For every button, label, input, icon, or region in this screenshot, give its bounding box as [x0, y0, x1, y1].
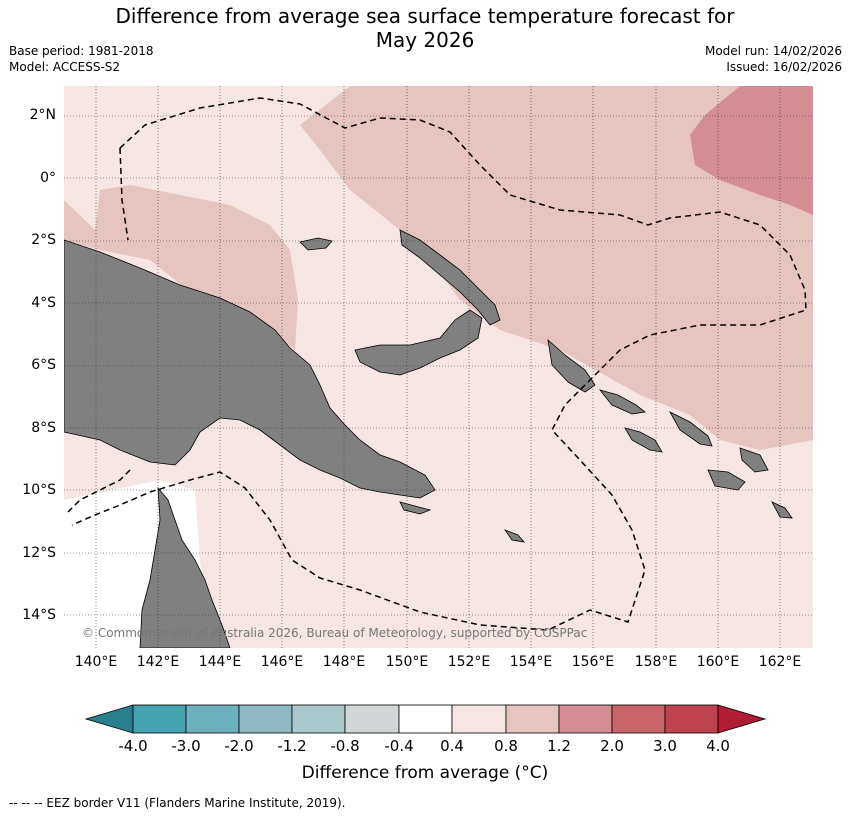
eez-png — [71, 97, 807, 631]
model-name: Model: ACCESS-S2 — [9, 60, 121, 74]
lat-label: 14°S — [22, 607, 56, 623]
colorbar-tick-label: -0.4 — [384, 737, 414, 755]
colorbar-tick-label: 0.4 — [440, 737, 464, 755]
colorbar-tick-label: 3.0 — [653, 737, 677, 755]
lat-label: 12°S — [22, 545, 56, 561]
colorbar-swatch — [451, 704, 507, 734]
colorbar-tick-label: -3.0 — [171, 737, 201, 755]
lon-label: 142°E — [136, 654, 180, 670]
colorbar-swatch — [558, 704, 613, 734]
colorbar-tick-label: -4.0 — [118, 737, 148, 755]
colorbar-tick-label: 0.8 — [494, 737, 518, 755]
map-title: Difference from average sea surface temp… — [0, 4, 850, 52]
lat-label: 6°S — [31, 357, 56, 373]
colorbar-extend-low — [84, 704, 134, 734]
colorbar-tick-label: -2.0 — [224, 737, 254, 755]
title-line-2: May 2026 — [375, 28, 475, 52]
lon-label: 146°E — [260, 654, 304, 670]
lat-label: 2°S — [31, 232, 56, 248]
lat-label: 0° — [40, 170, 56, 186]
lon-label: 148°E — [322, 654, 366, 670]
solomon-island-3 — [669, 411, 713, 447]
lon-label: 144°E — [198, 654, 242, 670]
solomon-island-6 — [771, 501, 793, 519]
lon-label: 160°E — [696, 654, 740, 670]
colorbar-tick-label: -1.2 — [277, 737, 307, 755]
eez-borders — [67, 97, 807, 631]
issued-date: Issued: 16/02/2026 — [726, 60, 842, 74]
colorbar-tick-label: 2.0 — [600, 737, 624, 755]
solomon-island-2 — [624, 427, 663, 453]
model-run: Model run: 14/02/2026 — [704, 44, 842, 58]
colorbar-extend-high — [717, 704, 767, 734]
colorbar-swatch — [185, 704, 240, 734]
title-line-1: Difference from average sea surface temp… — [115, 4, 735, 28]
lon-label: 162°E — [758, 654, 802, 670]
colorbar-tick-label: -0.8 — [330, 737, 360, 755]
copyright-text: © Commonwealth of Australia 2026, Bureau… — [82, 626, 587, 640]
new-britain-land — [354, 309, 483, 376]
anomaly-zone-warm — [690, 86, 813, 215]
colorbar-swatch — [238, 704, 293, 734]
map-area — [64, 86, 813, 648]
lat-label: 10°S — [22, 482, 56, 498]
lon-label: 158°E — [634, 654, 678, 670]
eez-footnote: -- -- -- EEZ border V11 (Flanders Marine… — [9, 796, 346, 810]
colorbar — [84, 704, 767, 734]
lon-label: 140°E — [74, 654, 118, 670]
colorbar-swatch — [291, 704, 346, 734]
colorbar-swatch — [344, 704, 400, 734]
colorbar-title: Difference from average (°C) — [301, 763, 549, 783]
lat-label: 4°S — [31, 295, 56, 311]
solomon-island-4 — [707, 469, 746, 491]
new-guinea-land — [64, 239, 436, 499]
anomaly-zone-northeast — [300, 86, 813, 450]
eez-torres — [67, 469, 131, 513]
base-period: Base period: 1981-2018 — [9, 44, 154, 58]
meta-right: Model run: 14/02/2026 Issued: 16/02/2026 — [705, 43, 842, 75]
dentrecasteaux-land — [399, 501, 432, 515]
lon-label: 156°E — [571, 654, 615, 670]
colorbar-tick-label: 1.2 — [547, 737, 571, 755]
lat-label: 2°N — [29, 107, 56, 123]
eez-west — [119, 147, 129, 241]
solomon-island-5 — [739, 447, 769, 473]
australia-land — [139, 486, 231, 648]
meta-left: Base period: 1981-2018 Model: ACCESS-S2 — [9, 43, 154, 75]
colorbar-swatch — [398, 704, 453, 734]
colorbar-swatch — [611, 704, 666, 734]
new-ireland-land — [399, 229, 501, 326]
colorbar-swatch — [664, 704, 719, 734]
colorbar-tick-label: 4.0 — [706, 737, 730, 755]
lon-label: 152°E — [447, 654, 491, 670]
lon-label: 154°E — [509, 654, 553, 670]
solomon-island-1 — [598, 389, 646, 415]
lon-label: 150°E — [385, 654, 429, 670]
colorbar-swatch — [505, 704, 560, 734]
lat-label: 8°S — [31, 420, 56, 436]
louisiade-land — [503, 529, 526, 543]
colorbar-swatch — [132, 704, 187, 734]
graticule — [64, 86, 813, 648]
